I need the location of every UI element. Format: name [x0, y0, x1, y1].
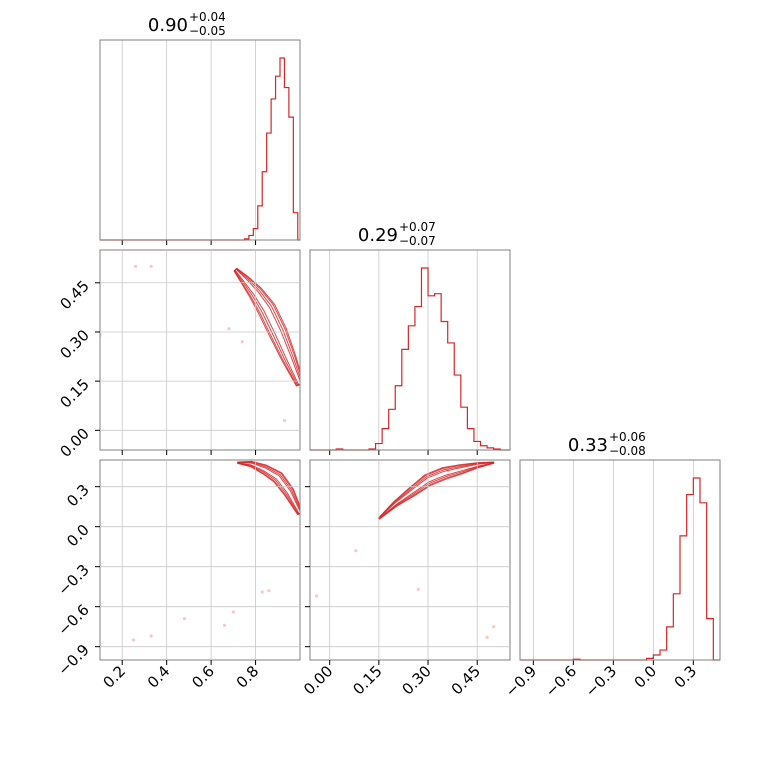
scatter-point [492, 625, 496, 629]
scatter-point [231, 610, 235, 614]
param-title-upper-error: +0.07 [399, 220, 436, 234]
scatter-point [131, 638, 135, 642]
x-tick-label: −0.9 [502, 662, 540, 700]
y-tick-label: 0.00 [56, 424, 92, 460]
x-tick-label: 0.2 [99, 662, 129, 692]
scatter-point [149, 634, 153, 638]
scatter-point [267, 589, 271, 593]
scatter-point [182, 617, 187, 621]
scatter-point [222, 623, 227, 627]
panel-frame [309, 249, 511, 451]
param-title-upper-error: +0.04 [189, 10, 226, 24]
param-title-value: 0.29 [358, 225, 398, 246]
x-tick-label: 0.15 [349, 662, 385, 698]
param-title-lower-error: −0.08 [609, 444, 646, 458]
histogram-param-0 [100, 57, 300, 241]
scatter-point [227, 327, 231, 331]
param-title-value: 0.90 [148, 15, 188, 36]
x-tick-label: 0.3 [671, 662, 701, 692]
density-contour [237, 460, 300, 516]
density-contour [237, 461, 300, 515]
y-tick-label: 0.45 [56, 277, 92, 313]
panel-frame [519, 459, 721, 661]
x-tick-label: −0.3 [582, 662, 620, 700]
scatter-point [133, 264, 138, 268]
y-tick-label: 0.15 [56, 375, 92, 411]
y-tick-label: −0.3 [54, 561, 92, 599]
scatter-point [282, 418, 287, 423]
x-tick-label: 0.45 [448, 662, 484, 698]
param-title-upper-error: +0.06 [609, 430, 646, 444]
param-title-lower-error: −0.07 [399, 234, 436, 248]
y-tick-label: −0.6 [54, 601, 92, 639]
histogram-param-1 [310, 267, 510, 451]
histogram-param-2 [520, 477, 720, 661]
x-tick-label: 0.4 [144, 662, 174, 692]
scatter-point [149, 264, 153, 268]
panel-frame [99, 39, 301, 241]
x-tick-label: 0.30 [399, 662, 435, 698]
panel-frame [99, 459, 301, 661]
density-contour [377, 461, 495, 520]
density-contour [233, 268, 300, 387]
y-tick-label: 0.3 [63, 481, 93, 511]
x-tick-label: −0.6 [542, 662, 580, 700]
x-tick-label: 0.00 [300, 662, 336, 698]
density-contour [233, 267, 300, 387]
scatter-point [416, 587, 420, 591]
y-tick-label: −0.9 [54, 641, 92, 679]
panel-frame [99, 249, 301, 451]
scatter-point [485, 635, 489, 639]
panel-frame [309, 459, 511, 661]
y-tick-label: 0.30 [56, 326, 92, 362]
scatter-point [240, 340, 244, 344]
y-tick-label: 0.0 [63, 521, 93, 551]
scatter-point [314, 594, 319, 598]
x-tick-label: 0.0 [631, 662, 661, 692]
panel-2d-0-1 [99, 249, 301, 451]
scatter-point [260, 590, 264, 594]
scatter-point [354, 549, 358, 553]
param-title-lower-error: −0.05 [189, 24, 226, 38]
x-tick-label: 0.6 [188, 662, 218, 692]
param-title-value: 0.33 [568, 435, 608, 456]
panel-2d-0-2 [99, 459, 301, 661]
density-contour [237, 461, 300, 515]
x-tick-label: 0.8 [233, 662, 263, 692]
panel-2d-1-2 [309, 459, 511, 661]
